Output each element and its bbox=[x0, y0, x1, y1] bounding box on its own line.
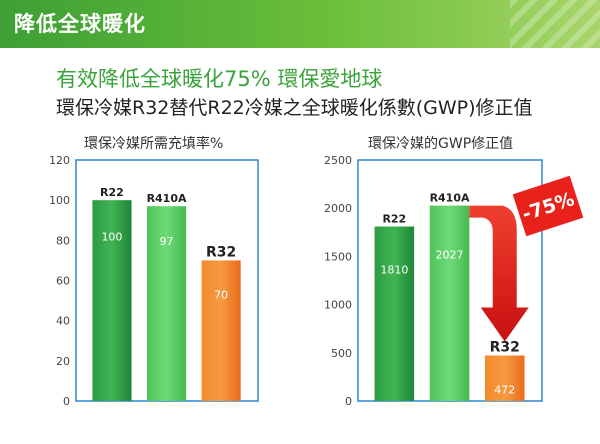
chart-2-ytick-label: 0 bbox=[345, 395, 352, 408]
chart-2-ytick-label: 500 bbox=[331, 347, 352, 360]
chart-1-ytick-label: 80 bbox=[56, 234, 70, 247]
header-band bbox=[0, 0, 600, 48]
headline: 有效降低全球暖化75% 環保愛地球 bbox=[56, 67, 383, 91]
chart-2-category-label-r410a: R410A bbox=[430, 192, 470, 205]
chart-2-bar-r410a bbox=[429, 205, 470, 401]
chart-1-value-label-r410a: 97 bbox=[160, 235, 174, 248]
chart-2-value-label-r32: 472 bbox=[494, 383, 515, 396]
chart-1-category-label-r22: R22 bbox=[100, 186, 124, 199]
chart-2-ytick-label: 1500 bbox=[324, 250, 352, 263]
chart-1-ytick-label: 20 bbox=[56, 355, 70, 368]
chart-2-ytick-label: 2000 bbox=[324, 202, 352, 215]
subheadline: 環保冷媒R32替代R22冷媒之全球暖化係數(GWP)修正值 bbox=[56, 97, 533, 119]
chart-2-bar-r32 bbox=[484, 355, 525, 401]
chart-2-category-label-r32: R32 bbox=[490, 339, 520, 355]
chart-1-category-label-r32: R32 bbox=[206, 244, 236, 260]
chart-2-bar-r22 bbox=[374, 226, 415, 401]
chart-2-value-label-r22: 1810 bbox=[380, 264, 408, 277]
chart-2-title: 環保冷媒的GWP修正值 bbox=[368, 136, 514, 152]
chart-1-bar-r22 bbox=[92, 200, 132, 401]
chart-2-value-label-r410a: 2027 bbox=[436, 248, 464, 261]
chart-1-ytick-label: 0 bbox=[63, 395, 70, 408]
chart-1-value-label-r32: 70 bbox=[214, 288, 228, 301]
header-stripe-decoration bbox=[510, 0, 600, 48]
chart-2-ytick-label: 1000 bbox=[324, 299, 352, 312]
page-title: 降低全球暖化 bbox=[14, 12, 146, 36]
chart-1-ytick-label: 100 bbox=[49, 194, 70, 207]
chart-1-title: 環保冷媒所需充填率% bbox=[84, 136, 224, 152]
chart-1-bar-r410a bbox=[146, 206, 187, 401]
chart-2-ytick-label: 2500 bbox=[324, 154, 352, 167]
chart-2-category-label-r22: R22 bbox=[382, 213, 406, 226]
reduction-badge: -75% bbox=[512, 175, 584, 237]
reduction-badge-shape bbox=[512, 175, 584, 237]
chart-1-ytick-label: 120 bbox=[49, 154, 70, 167]
chart-1-ytick-label: 60 bbox=[56, 275, 70, 288]
chart-1-ytick-label: 40 bbox=[56, 315, 70, 328]
chart-1-bar-r32 bbox=[201, 260, 241, 401]
chart-1-value-label-r22: 100 bbox=[101, 230, 122, 243]
chart-1-category-label-r410a: R410A bbox=[147, 192, 187, 205]
decrease-arrow bbox=[469, 205, 529, 342]
